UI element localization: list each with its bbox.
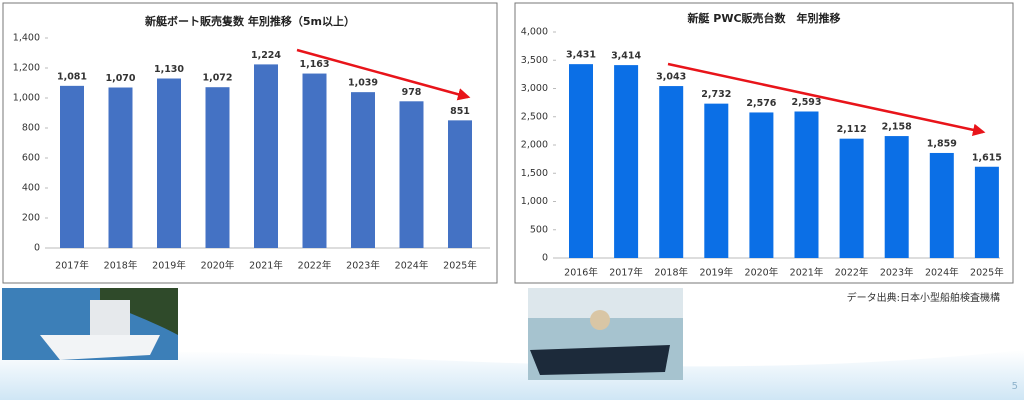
value-label: 1,039: [348, 78, 378, 89]
chart-title: 新艇ボート販売隻数 年別推移（5m以上）: [145, 14, 355, 28]
value-label: 1,081: [57, 71, 87, 82]
value-label: 2,732: [701, 89, 731, 100]
x-tick-label: 2018年: [654, 267, 688, 279]
photo-boat: [2, 288, 178, 360]
value-label: 1,163: [299, 59, 329, 70]
x-tick-label: 2018年: [104, 260, 138, 272]
y-tick-label: 1,200: [13, 63, 40, 74]
y-tick-label: 3,000: [521, 83, 548, 94]
value-label: 1,615: [972, 152, 1002, 163]
value-label: 978: [402, 87, 422, 98]
value-label: 2,593: [791, 97, 821, 108]
x-tick-label: 2024年: [925, 267, 959, 279]
y-tick-label: 500: [530, 224, 548, 235]
x-tick-label: 2025年: [443, 260, 477, 272]
x-tick-label: 2020年: [745, 267, 779, 279]
y-tick-label: 4,000: [521, 27, 548, 38]
bar: [254, 64, 278, 249]
bar: [60, 85, 84, 248]
bar: [399, 101, 424, 248]
value-label: 851: [450, 106, 470, 117]
x-tick-label: 2024年: [395, 260, 429, 272]
bar: [614, 65, 639, 258]
y-tick-label: 0: [542, 253, 548, 264]
x-tick-label: 2022年: [835, 267, 869, 279]
bar: [205, 87, 230, 248]
y-tick-label: 2,000: [521, 140, 548, 151]
bar: [157, 78, 181, 248]
x-tick-label: 2021年: [790, 267, 824, 279]
y-tick-label: 3,500: [521, 55, 548, 66]
value-label: 2,158: [882, 122, 912, 133]
value-label: 3,431: [566, 50, 596, 61]
value-label: 1,224: [251, 50, 281, 61]
trend-arrow: [296, 48, 471, 101]
value-label: 3,043: [656, 72, 686, 83]
x-tick-label: 2025年: [970, 267, 1004, 279]
background-wave: [0, 350, 1024, 400]
value-label: 1,070: [105, 73, 135, 84]
chart-title: 新艇 PWC販売台数 年別推移: [687, 11, 840, 25]
y-tick-label: 800: [22, 123, 40, 134]
bar: [794, 111, 819, 258]
bar: [351, 92, 375, 249]
x-tick-label: 2017年: [609, 267, 643, 279]
photo-pwc: [528, 288, 683, 380]
bar: [302, 73, 327, 248]
bar: [884, 136, 909, 258]
value-label: 2,112: [837, 124, 867, 135]
y-tick-label: 600: [22, 153, 40, 164]
y-tick-label: 1,000: [13, 93, 40, 104]
bar: [659, 86, 684, 259]
source-note: データ出典:日本小型船舶検査機構: [847, 291, 1000, 304]
page-number: 5: [1012, 381, 1018, 392]
y-tick-label: 1,000: [521, 196, 548, 207]
y-tick-label: 400: [22, 183, 40, 194]
y-tick-label: 200: [22, 213, 40, 224]
x-tick-label: 2017年: [55, 260, 89, 272]
value-label: 3,414: [611, 51, 641, 62]
x-tick-label: 2019年: [152, 260, 186, 272]
bar: [569, 64, 593, 258]
y-tick-label: 1,500: [521, 168, 548, 179]
bar: [749, 112, 774, 259]
bar: [929, 152, 954, 258]
x-tick-label: 2020年: [201, 260, 235, 272]
x-tick-label: 2023年: [880, 267, 914, 279]
x-tick-label: 2016年: [564, 267, 598, 279]
value-label: 1,859: [927, 138, 957, 149]
bar: [974, 166, 999, 258]
bar: [108, 87, 133, 248]
y-tick-label: 0: [34, 243, 40, 254]
value-label: 1,130: [154, 64, 184, 75]
x-tick-label: 2023年: [346, 260, 380, 272]
bar: [704, 103, 729, 258]
trend-arrow: [667, 62, 986, 136]
bar: [839, 138, 864, 258]
y-tick-label: 2,500: [521, 111, 548, 122]
x-tick-label: 2022年: [298, 260, 332, 272]
y-tick-label: 1,400: [13, 33, 40, 44]
bar: [448, 120, 472, 248]
value-label: 2,576: [746, 98, 776, 109]
x-tick-label: 2021年: [249, 260, 283, 272]
value-label: 1,072: [202, 73, 232, 84]
x-tick-label: 2019年: [699, 267, 733, 279]
